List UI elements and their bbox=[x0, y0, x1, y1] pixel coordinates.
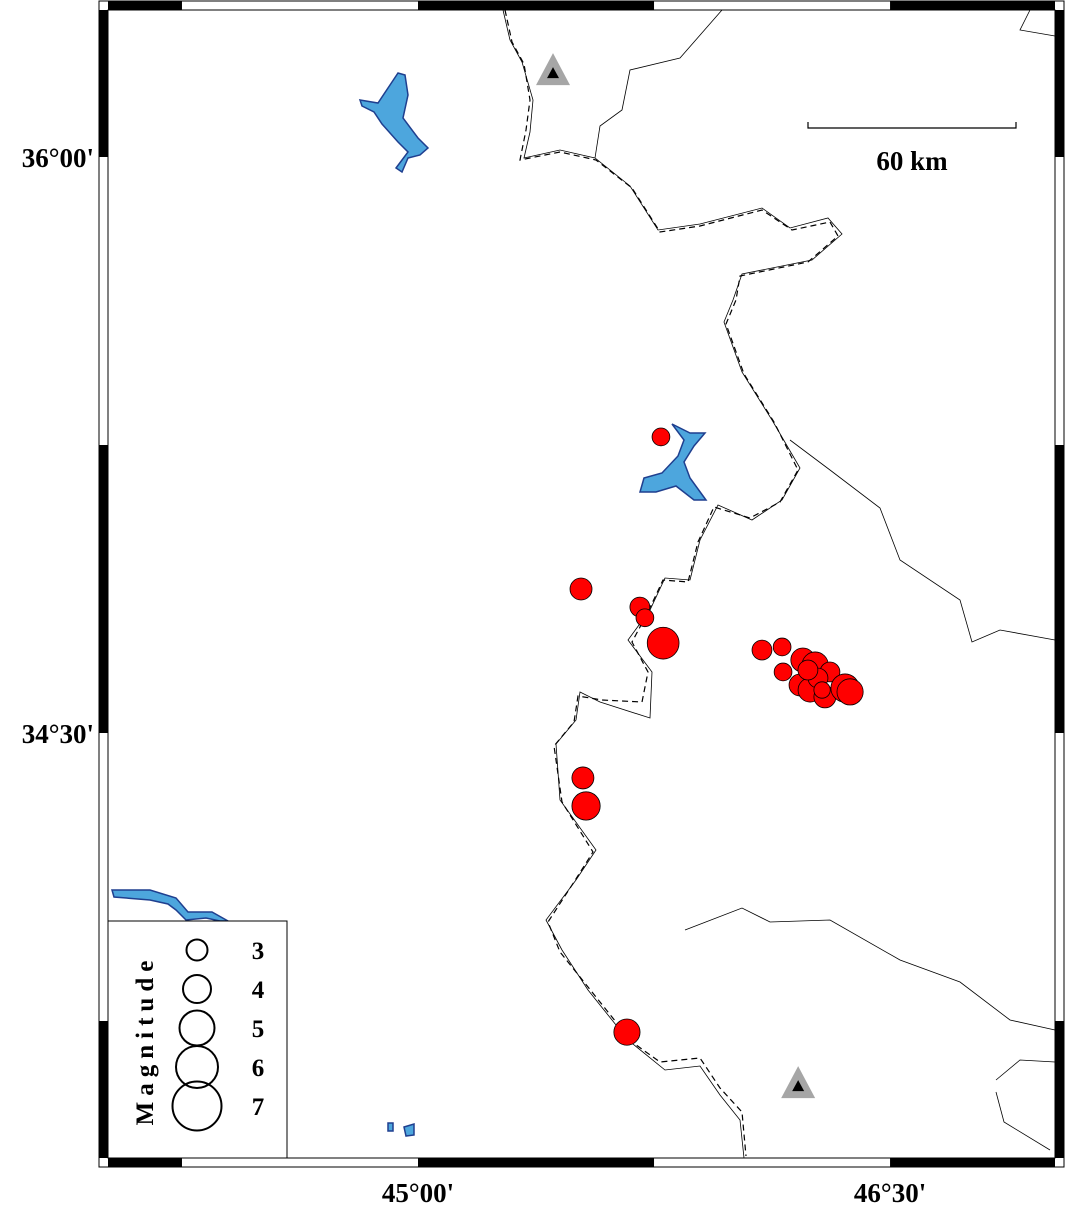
frame-tick bbox=[99, 1021, 108, 1158]
earthquake-event[interactable] bbox=[635, 608, 655, 628]
earthquake-event[interactable] bbox=[813, 681, 831, 699]
legend-label: 7 bbox=[252, 1094, 265, 1121]
frame-tick bbox=[1055, 10, 1064, 157]
latitude-label: 34°30' bbox=[22, 719, 94, 749]
earthquake-event[interactable] bbox=[646, 626, 680, 660]
earthquake-event[interactable] bbox=[836, 678, 864, 706]
frame-tick bbox=[1055, 1021, 1064, 1158]
frame-tick bbox=[108, 1158, 182, 1167]
longitude-label: 45°00' bbox=[382, 1178, 454, 1206]
earthquake-event[interactable] bbox=[773, 662, 793, 682]
legend-circle bbox=[175, 1045, 219, 1089]
earthquake-event[interactable] bbox=[651, 427, 671, 447]
station-marker-icon bbox=[547, 67, 560, 79]
river-southwest bbox=[111, 889, 231, 922]
province-border bbox=[1019, 9, 1056, 37]
legend-label: 3 bbox=[252, 938, 265, 965]
longitude-label: 46°30' bbox=[854, 1178, 926, 1206]
borders bbox=[502, 9, 1056, 1159]
station-marker-icon bbox=[792, 1080, 805, 1092]
axis-labels: 36°00' 34°30' 45°00' 46°30' bbox=[22, 143, 927, 1206]
earthquake-event[interactable] bbox=[569, 577, 593, 601]
earthquake-event[interactable] bbox=[613, 1018, 641, 1046]
scale-bar: 60 km bbox=[807, 122, 1017, 176]
province-border bbox=[594, 9, 723, 159]
legend: Magnitude 3 4 5 6 7 bbox=[107, 920, 288, 1159]
legend-circle bbox=[185, 938, 209, 962]
frame-tick bbox=[890, 1, 1055, 10]
scale-bar-line bbox=[807, 122, 1017, 129]
latitude-label: 36°00' bbox=[22, 143, 94, 173]
earthquake-event[interactable] bbox=[571, 766, 595, 790]
international-border bbox=[504, 9, 839, 1157]
province-border bbox=[502, 9, 843, 1159]
stations bbox=[536, 53, 816, 1099]
frame-tick bbox=[108, 1, 182, 10]
legend-circle bbox=[182, 974, 212, 1004]
earthquake-event[interactable] bbox=[751, 639, 773, 661]
frame-tick bbox=[1055, 445, 1064, 733]
frame-tick bbox=[890, 1158, 1055, 1167]
legend-label: 4 bbox=[252, 977, 265, 1004]
earthquake-event[interactable] bbox=[571, 791, 601, 821]
province-border bbox=[789, 439, 1056, 643]
frame-tick bbox=[418, 1158, 655, 1167]
frame-tick bbox=[418, 1, 655, 10]
lake-central bbox=[639, 423, 708, 501]
province-border bbox=[995, 1059, 1056, 1081]
events bbox=[569, 427, 864, 1046]
islet bbox=[403, 1122, 415, 1137]
scale-bar-label: 60 km bbox=[876, 146, 948, 176]
legend-circle bbox=[171, 1080, 223, 1132]
frame-tick bbox=[99, 10, 108, 157]
earthquake-event[interactable] bbox=[772, 637, 792, 657]
legend-title: Magnitude bbox=[132, 955, 159, 1126]
earthquake-event[interactable] bbox=[797, 659, 819, 681]
legend-label: 5 bbox=[252, 1016, 265, 1043]
legend-label: 6 bbox=[252, 1055, 265, 1082]
lakes bbox=[111, 72, 708, 1137]
province-border bbox=[684, 907, 1056, 1031]
province-border bbox=[995, 1091, 1051, 1151]
lake-north bbox=[358, 72, 430, 174]
islet bbox=[387, 1122, 394, 1132]
map-frame bbox=[98, 0, 1065, 1168]
frame-tick bbox=[99, 445, 108, 733]
